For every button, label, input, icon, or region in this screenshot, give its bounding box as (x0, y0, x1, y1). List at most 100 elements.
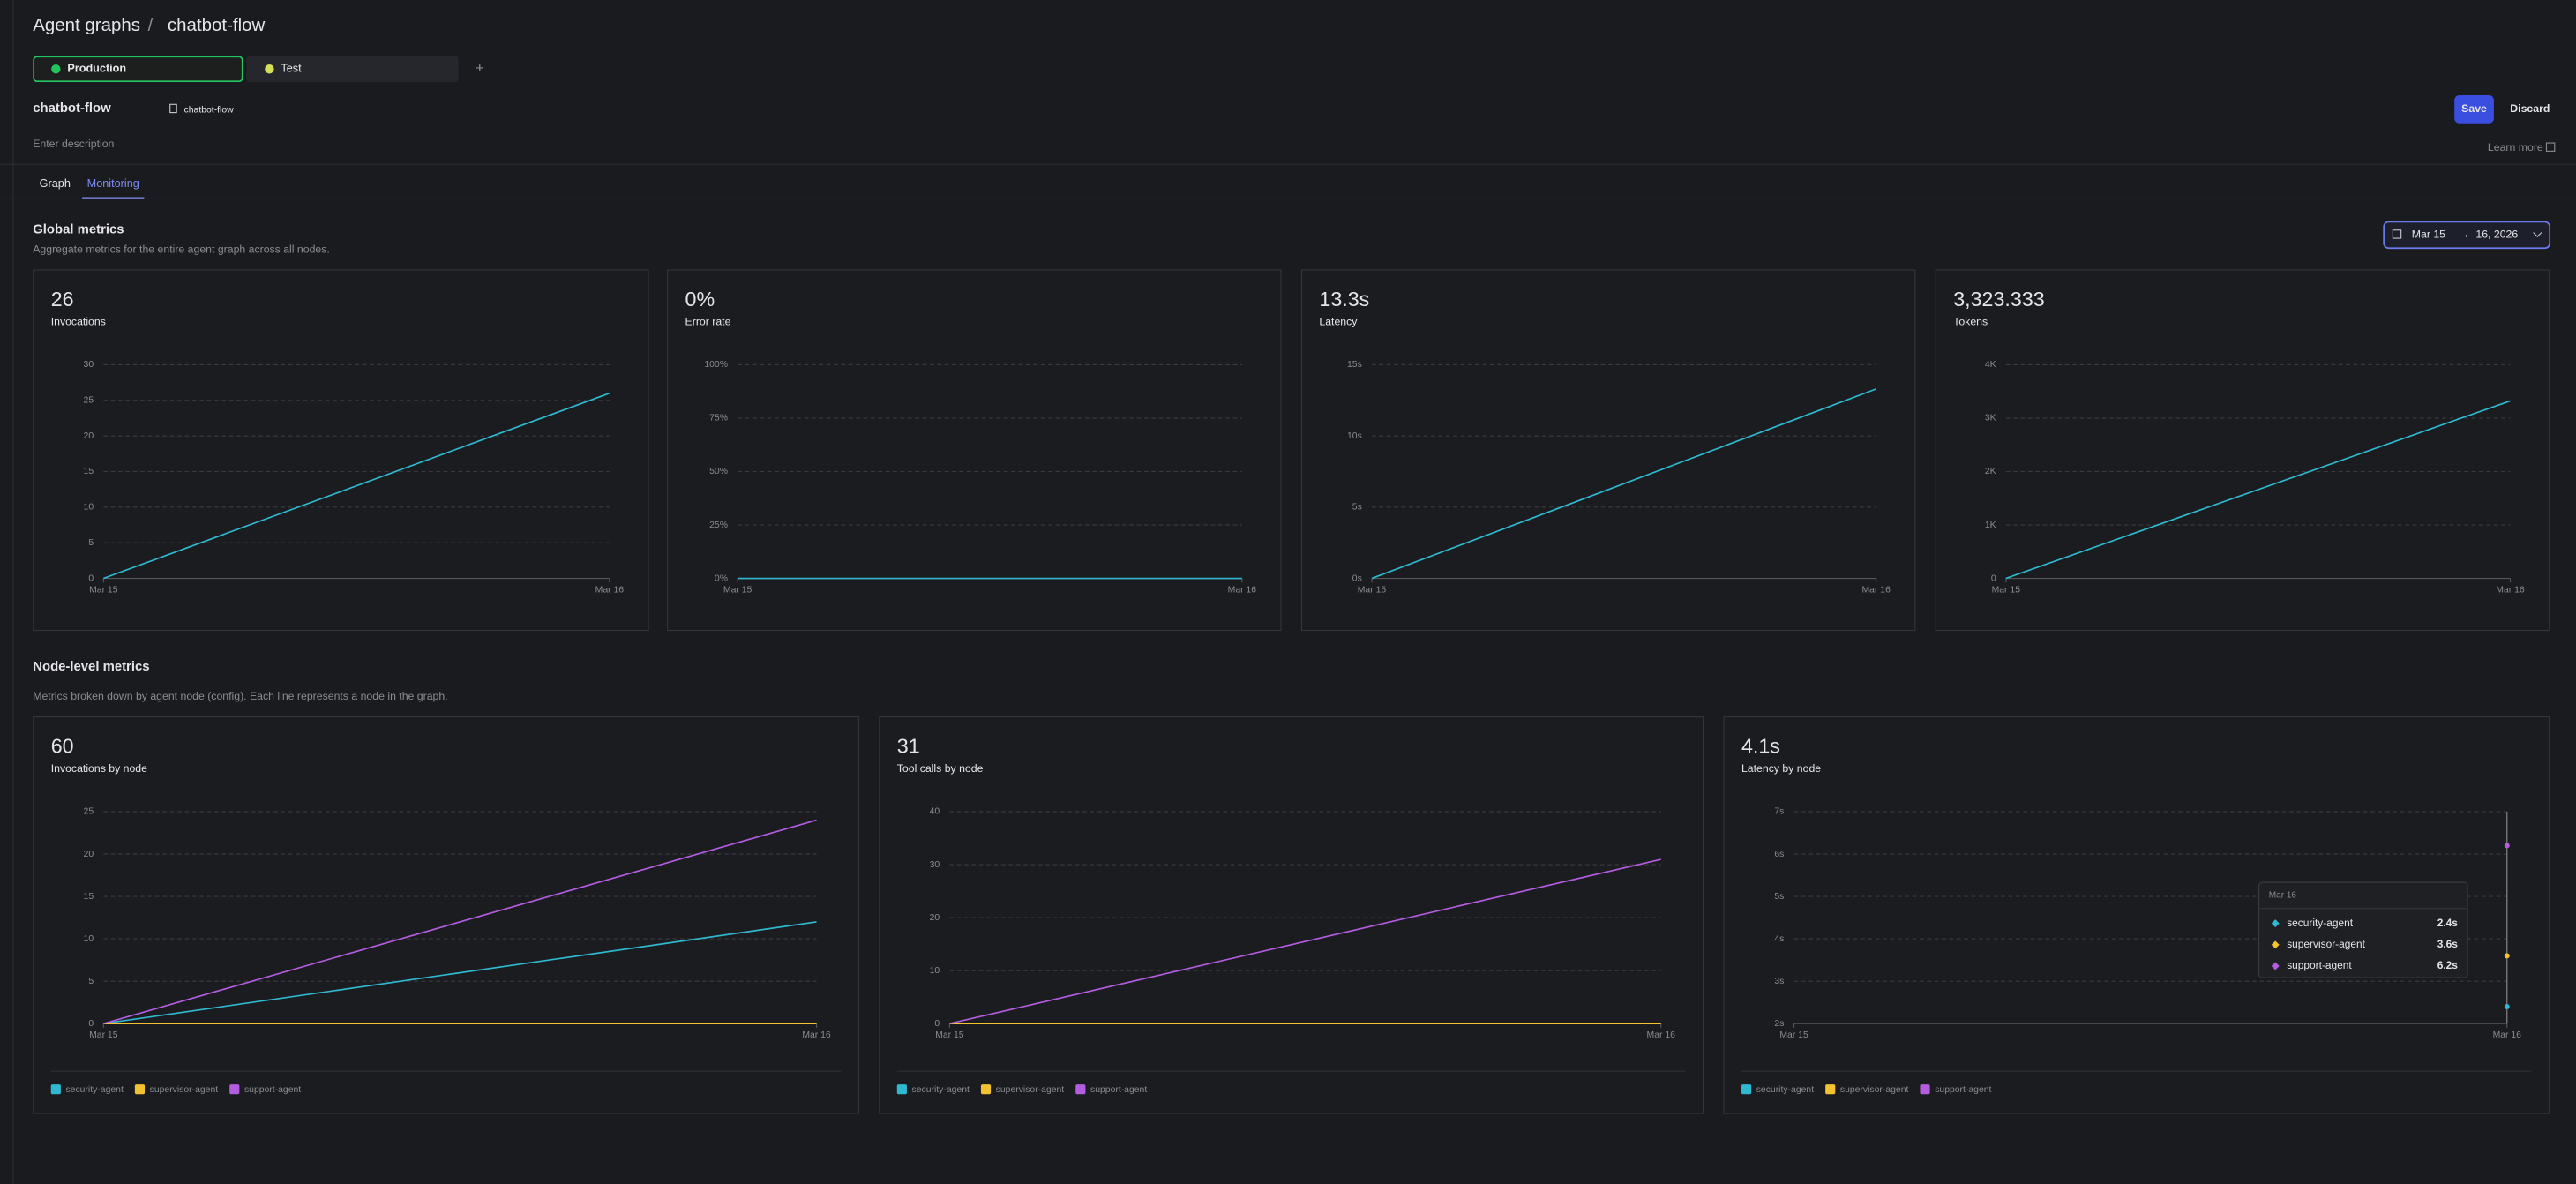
metric-card: 13.3s Latency 0s 5s 10s 15s Mar 15 Mar 16 (1300, 269, 1916, 632)
learn-more-link[interactable]: Learn more (2488, 141, 2543, 154)
y-tick-label: 5 (88, 977, 94, 986)
legend-label: supervisor-agent (1840, 1085, 1909, 1095)
save-button[interactable] (2454, 95, 2494, 124)
x-tick-label: Mar 15 (723, 585, 753, 595)
y-tick-label: 25% (709, 521, 728, 530)
series-line (103, 819, 817, 1025)
y-tick-label: 6s (1774, 850, 1784, 859)
x-tick-label: Mar 16 (2493, 1030, 2522, 1040)
legend-label: supervisor-agent (996, 1085, 1065, 1095)
metric-value: 31 (897, 734, 920, 757)
description-input[interactable]: Enter description (33, 138, 114, 150)
breadcrumb-separator: / (148, 15, 154, 35)
breadcrumb-parent[interactable]: Agent graphs (33, 15, 140, 35)
tooltip-swatch (2271, 919, 2280, 928)
legend-swatch (1075, 1084, 1086, 1095)
y-tick-label: 10 (930, 966, 940, 976)
legend-label: security-agent (65, 1085, 123, 1095)
add-environment[interactable]: + (476, 60, 484, 77)
y-tick-label: 1K (1985, 521, 1996, 530)
active-dot (2504, 953, 2510, 959)
date-picker[interactable] (2383, 221, 2551, 250)
x-tick-label: Mar 15 (89, 585, 118, 595)
x-tick-label: Mar 15 (1779, 1030, 1808, 1040)
y-tick-label: 3K (1985, 414, 1996, 423)
section-title: Global metrics (33, 223, 124, 237)
environment-tabs: Production Test (33, 56, 459, 83)
charts: 26 Invocations 0 5 10 15 20 25 30 Mar 15 Mar 16 0% E… (33, 269, 2550, 1114)
card (1935, 269, 2550, 632)
metric-card: 3,323.333 Tokens 0 1K 2K 3K 4K Mar 15 Mar 16 (1935, 269, 2550, 632)
y-tick-label: 3s (1774, 977, 1784, 986)
save-label[interactable]: Save (2461, 102, 2487, 115)
y-tick-label: 20 (84, 850, 94, 859)
tooltip-swatch (2271, 940, 2280, 949)
y-tick-label: 40 (930, 807, 940, 817)
metric-value: 60 (51, 734, 74, 757)
date-arrow: → (2459, 229, 2469, 241)
agent-name[interactable]: chatbot-flow (33, 101, 111, 116)
y-tick-label: 20 (84, 431, 94, 441)
y-tick-label: 15s (1347, 360, 1362, 370)
y-tick-label: 5 (88, 538, 94, 548)
legend-swatch (50, 1084, 61, 1095)
environment-name[interactable]: Test (281, 63, 302, 75)
metric-value: 26 (51, 288, 74, 311)
tooltip-series: supervisor-agent (2287, 938, 2365, 950)
chevron (2533, 232, 2542, 237)
environment-tab[interactable] (246, 56, 459, 83)
environment-name[interactable]: Production (67, 63, 126, 75)
metric-label: Latency by node (1741, 762, 1821, 775)
y-tick-label: 0 (88, 573, 94, 583)
y-tick-label: 75% (709, 414, 728, 423)
tooltip-title: Mar 16 (2269, 891, 2297, 901)
metric-value: 3,323.333 (1953, 288, 2045, 311)
y-tick-label: 0 (88, 1019, 94, 1029)
view-tabs: Graph Monitoring (40, 177, 145, 199)
tab[interactable]: Monitoring (87, 177, 139, 190)
date-start: Mar 15 (2412, 229, 2445, 241)
active-dot (2504, 1004, 2510, 1009)
calendar-icon (2392, 229, 2402, 239)
y-tick-label: 2K (1985, 467, 1996, 476)
environment-tab[interactable] (33, 56, 243, 83)
tab[interactable]: Graph (40, 177, 71, 190)
card (33, 269, 649, 632)
legend-swatch (896, 1084, 907, 1095)
y-tick-label: 0% (715, 573, 728, 583)
x-tick-label: Mar 16 (1647, 1030, 1676, 1040)
section-subtitle: Metrics broken down by agent node (confi… (33, 690, 447, 702)
y-tick-label: 0 (934, 1019, 940, 1029)
metric-card: 60 Invocations by node 0 5 10 15 20 25 Mar 15 Mar… (33, 716, 859, 1114)
tooltip-swatch (2271, 962, 2280, 970)
tooltip-series: security-agent (2287, 917, 2353, 929)
legend-swatch (1920, 1084, 1930, 1095)
card (1300, 269, 1916, 632)
legend-swatch (980, 1084, 992, 1095)
breadcrumb-current: chatbot-flow (168, 15, 266, 35)
card (879, 716, 1704, 1114)
y-tick-label: 4s (1774, 934, 1784, 944)
active-dot (2504, 843, 2510, 849)
section-title: Node-level metrics (33, 660, 149, 674)
legend-swatch (1741, 1084, 1752, 1095)
y-tick-label: 20 (930, 913, 940, 923)
card (667, 269, 1282, 632)
tooltip-value: 6.2s (2437, 959, 2459, 971)
discard-button[interactable]: Discard (2510, 102, 2550, 115)
status-dot (265, 64, 274, 74)
metric-label: Invocations (51, 315, 106, 327)
series-line (2005, 400, 2511, 580)
metric-card: 31 Tool calls by node 0 10 20 30 40 Mar 15 Mar 1… (879, 716, 1704, 1114)
legend-label: security-agent (1756, 1085, 1814, 1095)
x-tick-label: Mar 16 (1228, 585, 1257, 595)
y-tick-label: 25 (84, 396, 94, 406)
date-end: 16, 2026 (2475, 229, 2518, 241)
metric-card: 4.1s Latency by node 2s 3s 4s 5s 6s 7s Mar 15 Mar… (1723, 716, 2550, 1114)
agent-badge[interactable]: chatbot-flow (184, 106, 235, 116)
series-line (103, 392, 610, 580)
section-subtitle: Aggregate metrics for the entire agent g… (33, 243, 330, 255)
metric-card: 26 Invocations 0 5 10 15 20 25 30 Mar 15 Mar 16 (33, 269, 649, 632)
x-tick-label: Mar 16 (1861, 585, 1891, 595)
